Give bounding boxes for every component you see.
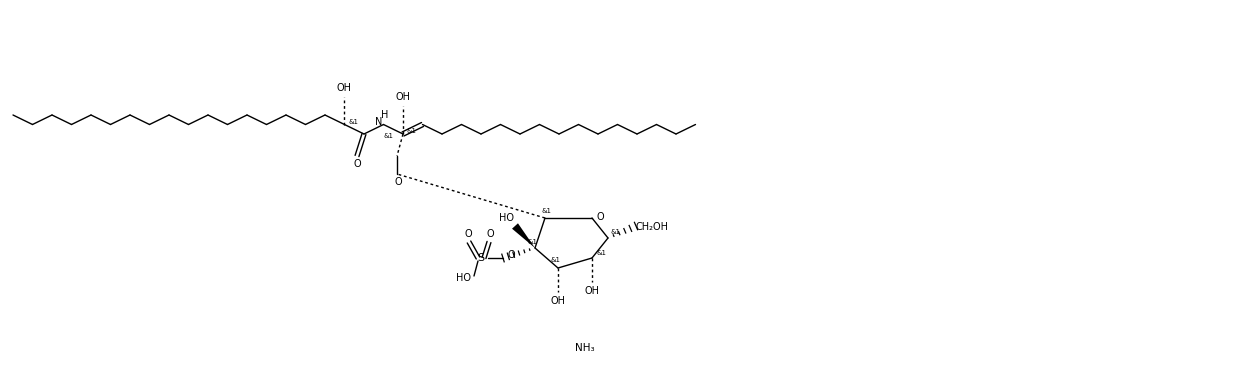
Text: &1: &1 [542,208,552,214]
Text: &1: &1 [407,128,417,134]
Text: O: O [486,229,493,239]
Text: &1: &1 [611,229,621,235]
Text: O: O [465,229,472,239]
Text: OH: OH [585,286,600,296]
Text: O: O [507,250,515,260]
Text: &1: &1 [528,239,538,245]
Text: NH₃: NH₃ [576,343,595,353]
Text: HO: HO [456,273,472,283]
Text: O: O [395,177,402,187]
Text: H: H [381,110,388,120]
Text: N: N [375,117,382,127]
Text: OH: OH [337,83,352,93]
Text: CH₂OH: CH₂OH [636,222,668,232]
Text: &1: &1 [551,257,561,263]
Text: OH: OH [396,92,411,102]
Text: &1: &1 [383,133,393,139]
Text: O: O [596,212,603,222]
Text: O: O [353,159,361,169]
Text: &1: &1 [348,118,358,124]
Text: OH: OH [551,296,566,306]
Polygon shape [512,223,535,248]
Text: HO: HO [500,213,515,223]
Text: &1: &1 [597,250,607,256]
Text: S: S [477,253,485,263]
